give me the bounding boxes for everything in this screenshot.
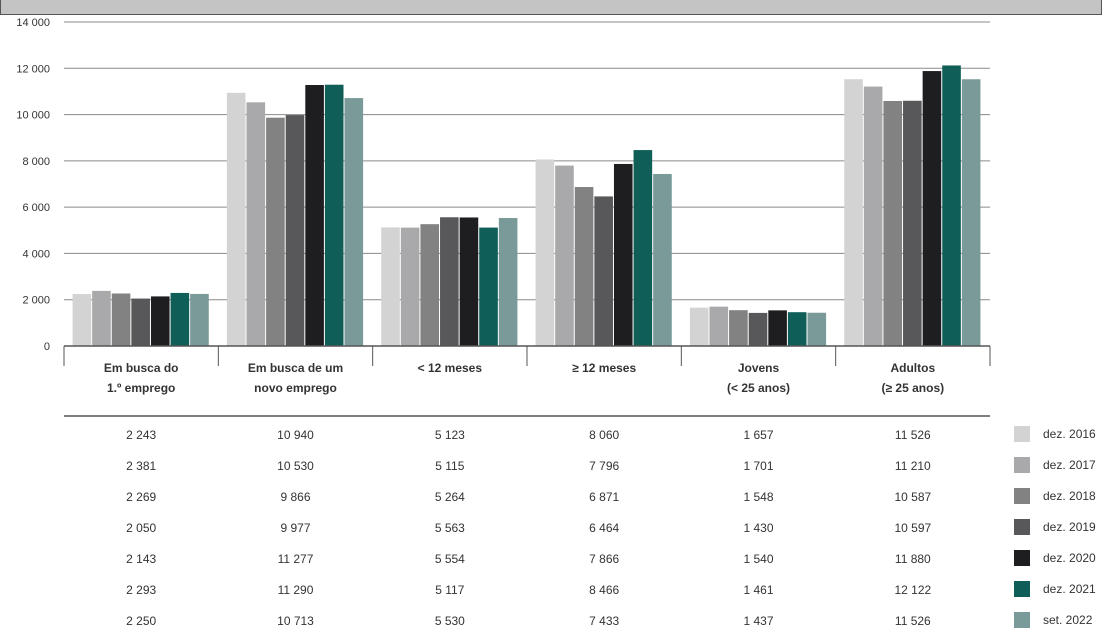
legend-label: set. 2022 bbox=[1043, 613, 1093, 627]
bar bbox=[305, 85, 324, 346]
legend-label: dez. 2016 bbox=[1043, 427, 1096, 441]
bar bbox=[131, 298, 150, 346]
y-tick-label: 10 000 bbox=[16, 110, 50, 122]
bar bbox=[535, 159, 555, 346]
category-label: ≥ 12 meses bbox=[572, 361, 636, 375]
bar bbox=[903, 100, 922, 346]
bar bbox=[613, 163, 633, 346]
legend-swatch bbox=[1014, 581, 1030, 597]
y-tick-label: 8 000 bbox=[22, 156, 50, 168]
bar bbox=[111, 293, 131, 346]
legend-swatch bbox=[1014, 426, 1030, 442]
bar bbox=[729, 310, 748, 346]
y-tick-label: 6 000 bbox=[22, 202, 50, 214]
y-tick-label: 0 bbox=[44, 341, 50, 353]
category-label: (< 25 anos) bbox=[727, 381, 790, 395]
category-label: 1.º emprego bbox=[107, 381, 175, 395]
bar bbox=[190, 293, 209, 346]
bar bbox=[266, 117, 285, 346]
category-label: (≥ 25 anos) bbox=[882, 381, 945, 395]
bar bbox=[555, 165, 574, 346]
bar bbox=[400, 227, 420, 346]
y-tick-label: 2 000 bbox=[22, 295, 50, 307]
bar bbox=[420, 224, 440, 346]
bar bbox=[633, 150, 653, 346]
bar bbox=[653, 173, 672, 346]
y-tick-label: 14 000 bbox=[16, 17, 50, 29]
bar bbox=[768, 310, 787, 346]
category-label: Em busca de um bbox=[248, 361, 343, 375]
bar bbox=[709, 306, 729, 346]
bar bbox=[344, 98, 364, 346]
bar bbox=[498, 218, 518, 346]
bar bbox=[787, 312, 807, 346]
legend-swatch bbox=[1014, 488, 1030, 504]
bar bbox=[961, 79, 981, 346]
bar bbox=[574, 186, 594, 346]
bar bbox=[689, 307, 709, 346]
bar bbox=[324, 84, 344, 347]
bar bbox=[844, 79, 863, 346]
bar bbox=[381, 227, 400, 346]
bar bbox=[246, 102, 266, 346]
y-tick-label: 12 000 bbox=[16, 63, 50, 75]
bar bbox=[942, 65, 961, 347]
bar bbox=[92, 290, 111, 346]
bar bbox=[285, 115, 305, 346]
category-label: Jovens bbox=[738, 361, 780, 375]
category-label: Em busca do bbox=[104, 361, 179, 375]
legend-swatch bbox=[1014, 550, 1030, 566]
legend-label: dez. 2017 bbox=[1043, 458, 1096, 472]
legend-swatch bbox=[1014, 612, 1030, 628]
legend-swatch bbox=[1014, 519, 1030, 535]
top-bar bbox=[0, 0, 1102, 15]
legend-label: dez. 2018 bbox=[1043, 489, 1096, 503]
legend-label: dez. 2021 bbox=[1043, 582, 1096, 596]
bar bbox=[748, 312, 768, 346]
bar bbox=[226, 92, 246, 347]
bar bbox=[150, 296, 170, 346]
legend-swatch bbox=[1014, 457, 1030, 473]
bar bbox=[72, 294, 92, 346]
legend-label: dez. 2020 bbox=[1043, 551, 1096, 565]
legend-label: dez. 2019 bbox=[1043, 520, 1096, 534]
bar bbox=[922, 71, 942, 346]
category-label: < 12 meses bbox=[418, 361, 483, 375]
bar bbox=[440, 217, 459, 346]
bar bbox=[863, 86, 883, 346]
bar bbox=[459, 217, 479, 346]
category-label: novo emprego bbox=[254, 381, 337, 395]
category-label: Adultos bbox=[890, 361, 935, 375]
bar bbox=[807, 312, 827, 346]
bar bbox=[594, 196, 613, 346]
bar bbox=[170, 292, 190, 346]
y-tick-label: 4 000 bbox=[22, 248, 50, 260]
bar bbox=[479, 227, 498, 346]
bar bbox=[883, 100, 903, 346]
